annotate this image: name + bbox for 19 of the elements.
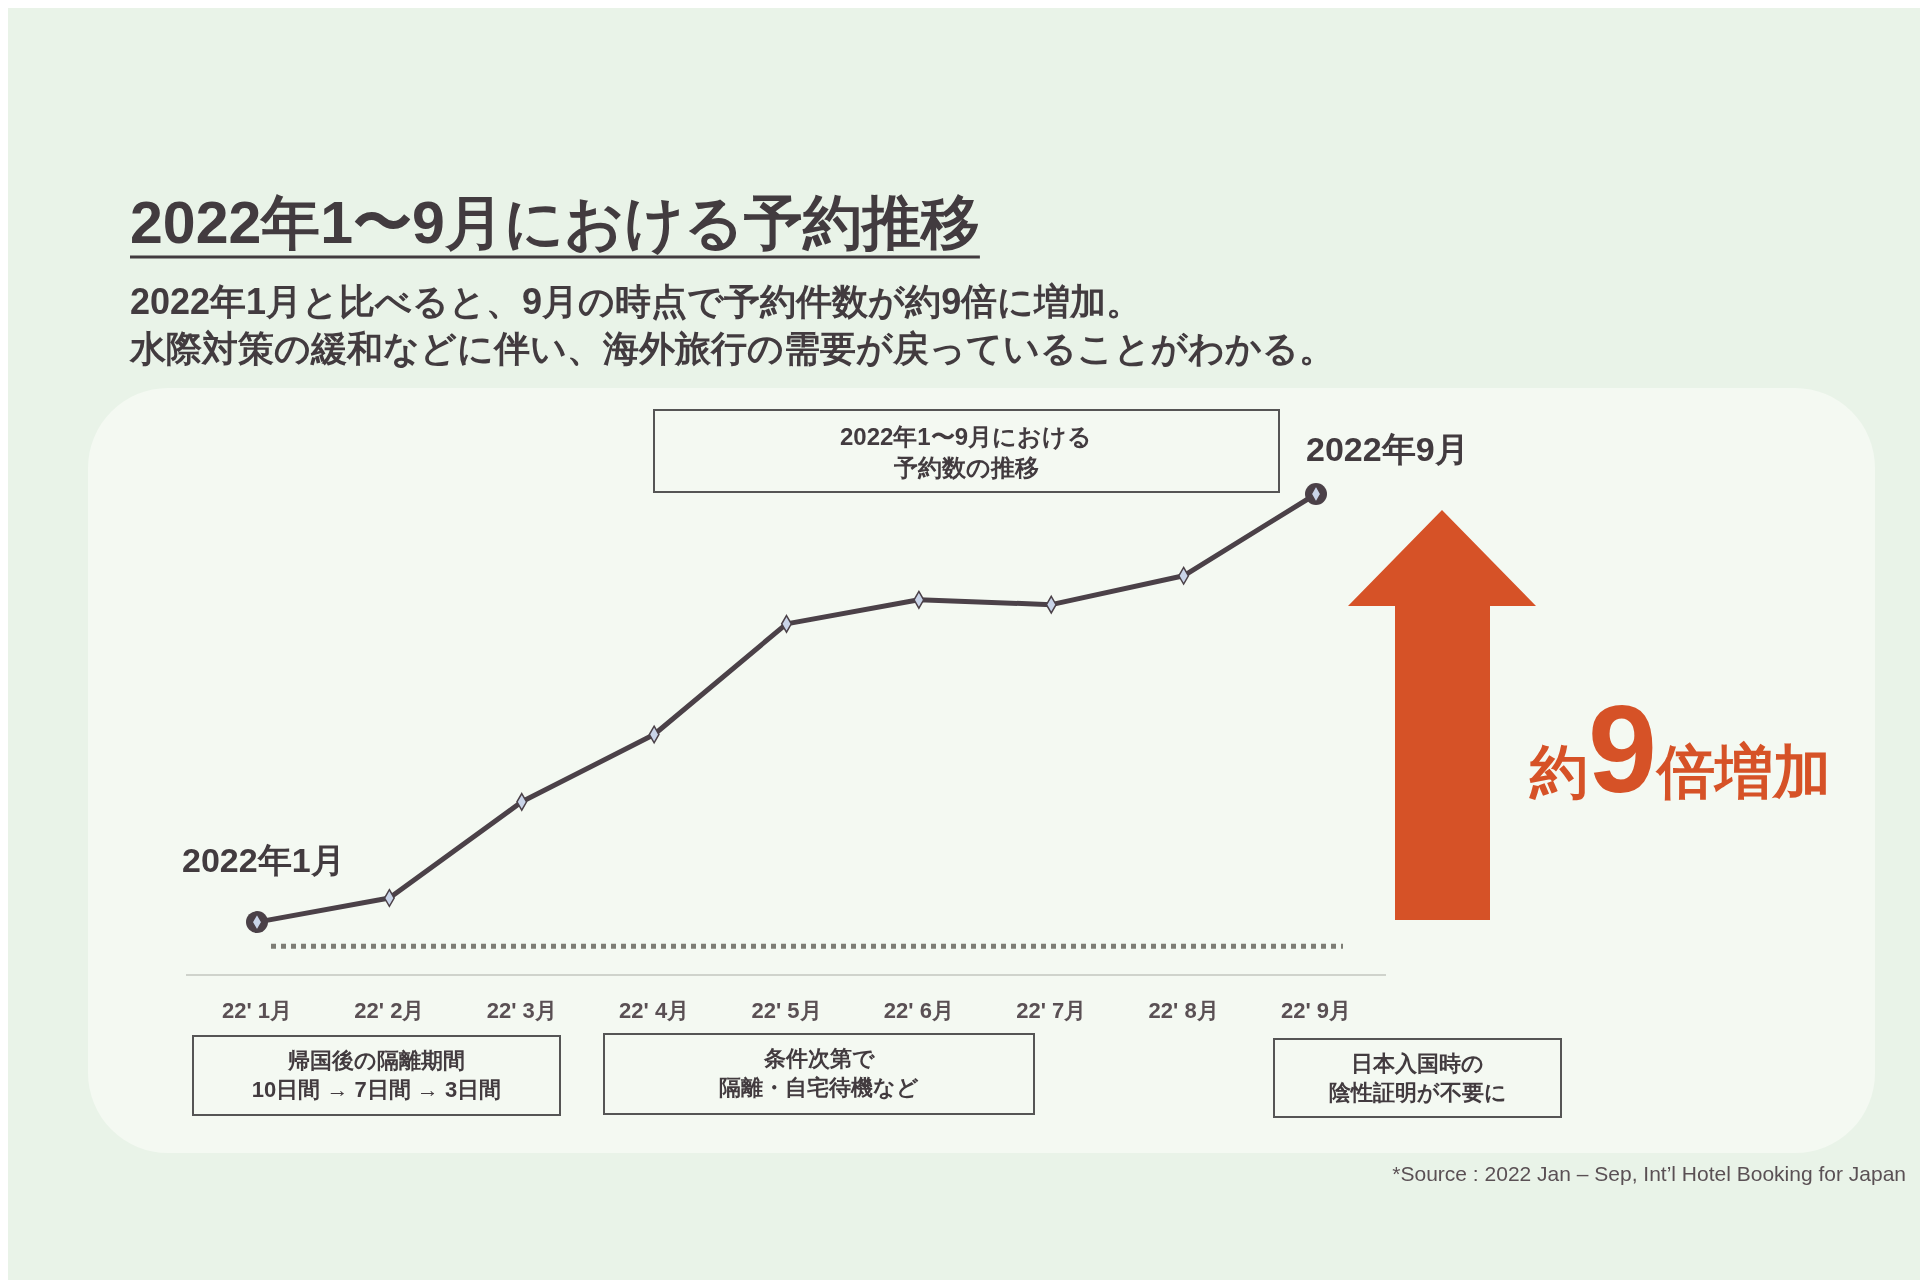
x-tick-label: 22' 7月 xyxy=(1016,998,1087,1023)
chart-subtitle: 2022年1月と比べると、9月の時点で予約件数が約9倍に増加。水際対策の緩和などに伴い、海外旅行の需要が戻っていることがわかる。 xyxy=(129,281,1335,369)
x-tick-label: 22' 3月 xyxy=(486,998,557,1023)
x-tick-label: 22' 2月 xyxy=(354,998,425,1023)
text: 帰国後の隔離期間10日間 → 7日間 → 3日間 xyxy=(251,1048,502,1102)
text: 約9倍増加 xyxy=(1529,680,1831,818)
text: *Source : 2022 Jan – Sep, Int’l Hotel Booking for Japan xyxy=(1392,1162,1906,1185)
x-tick-label: 22' 9月 xyxy=(1280,998,1352,1023)
text: 2022年1〜9月における予約数の推移 xyxy=(839,423,1093,481)
x-tick-label: 22' 6月 xyxy=(883,998,954,1023)
annotation: 2022年1月 xyxy=(182,841,345,880)
x-tick-label: 22' 1月 xyxy=(221,998,293,1023)
x-tick-label: 22' 4月 xyxy=(619,998,690,1023)
text: 条件次第で隔離・自宅待機など xyxy=(719,1046,919,1100)
x-tick-label: 22' 8月 xyxy=(1148,998,1219,1023)
annotation: 2022年9月 xyxy=(1306,430,1469,468)
text: 日本入国時の陰性証明が不要に xyxy=(1328,1051,1507,1105)
x-tick-label: 22' 5月 xyxy=(751,998,822,1023)
chart-title: 2022年1〜9月における予約推移 xyxy=(130,190,980,256)
